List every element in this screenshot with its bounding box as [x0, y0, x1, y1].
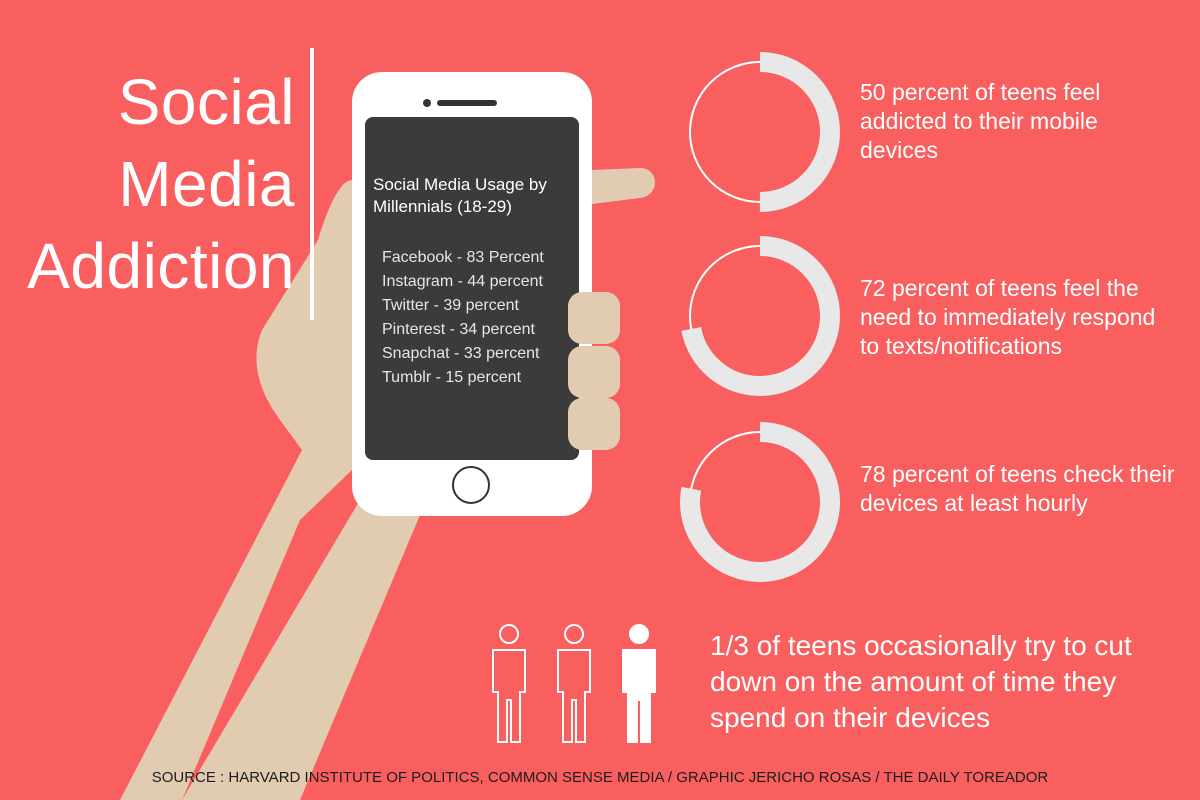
usage-item: Tumblr - 15 percent [382, 369, 522, 386]
bottom-stat-text: 1/3 of teens occasionally try to cut dow… [710, 630, 1132, 733]
usage-heading: Social Media Usage by Millennials (18-29… [373, 175, 547, 216]
usage-item: Instagram - 44 percent [382, 273, 543, 290]
donut-50-percent [680, 52, 840, 212]
title-line-1: Social [117, 66, 295, 138]
stat-text-3: 78 percent of teens check their devices … [860, 461, 1175, 516]
phone-speaker-icon [437, 100, 497, 106]
source-credit: SOURCE : HARVARD INSTITUTE OF POLITICS, … [151, 769, 1049, 786]
phone-camera-icon [423, 99, 431, 107]
usage-item: Facebook - 83 Percent [382, 249, 544, 266]
people-icons [492, 624, 656, 743]
donut-78-percent [680, 422, 840, 582]
usage-list: Facebook - 83 Percent Instagram - 44 per… [382, 246, 582, 390]
usage-item: Pinterest - 34 percent [382, 321, 535, 338]
usage-item: Twitter - 39 percent [382, 297, 519, 314]
donut-72-percent [680, 236, 840, 396]
phone-screen [365, 117, 579, 460]
person-outline-icon [557, 624, 591, 743]
person-filled-icon [622, 624, 656, 743]
title-line-3: Addiction [27, 230, 295, 302]
usage-item: Snapchat - 33 percent [382, 345, 540, 362]
stat-text-1: 50 percent of teens feel addicted to the… [860, 79, 1101, 163]
stat-text-2: 72 percent of teens feel the need to imm… [860, 275, 1156, 359]
finger-2 [568, 346, 620, 398]
finger-3 [568, 398, 620, 450]
person-outline-icon [492, 624, 526, 743]
finger-1 [568, 292, 620, 344]
title-divider [310, 48, 314, 320]
title-line-2: Media [118, 148, 295, 220]
home-button-icon [452, 466, 490, 504]
